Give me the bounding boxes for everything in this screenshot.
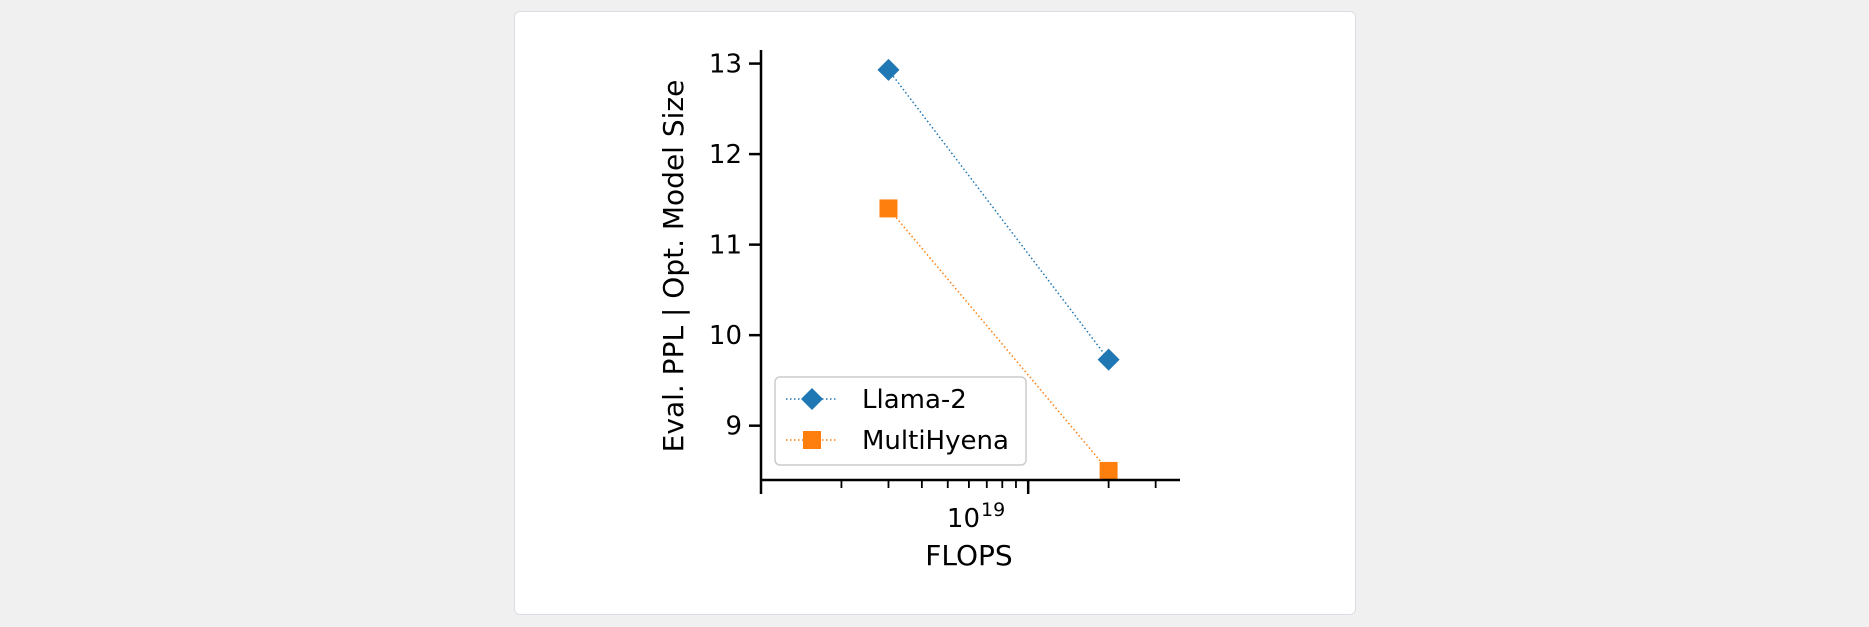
legend: Llama-2 MultiHyena: [774, 376, 1027, 466]
series-line-multihyena: [887, 207, 1110, 472]
x-axis-label: FLOPS: [925, 539, 1012, 572]
y-tick-label: 9: [725, 412, 742, 442]
x-tick-label-exponent: 19: [981, 499, 1005, 521]
data-point-llama-2: [877, 58, 900, 81]
y-axis-label: Eval. PPL | Opt. Model Size: [657, 80, 690, 453]
legend-label-llama-2: Llama-2: [862, 385, 967, 415]
legend-marker-llama-2: [801, 388, 823, 410]
legend-frame: [774, 376, 1027, 466]
series-line-llama-2: [887, 69, 1110, 361]
legend-label-multihyena: MultiHyena: [862, 426, 1009, 456]
y-tick-label: 13: [709, 50, 742, 80]
y-tick-label: 11: [709, 231, 742, 261]
x-major-tick-label: 10 19: [947, 499, 1005, 534]
legend-marker-multihyena: [803, 431, 821, 449]
data-point-multihyena: [879, 199, 898, 218]
data-point-multihyena: [1099, 461, 1118, 480]
y-tick-label: 12: [709, 140, 742, 170]
x-tick-label-base: 10: [947, 504, 980, 534]
data-point-llama-2: [1097, 348, 1120, 371]
figure-card: [514, 11, 1356, 615]
y-tick-label: 10: [709, 321, 742, 351]
